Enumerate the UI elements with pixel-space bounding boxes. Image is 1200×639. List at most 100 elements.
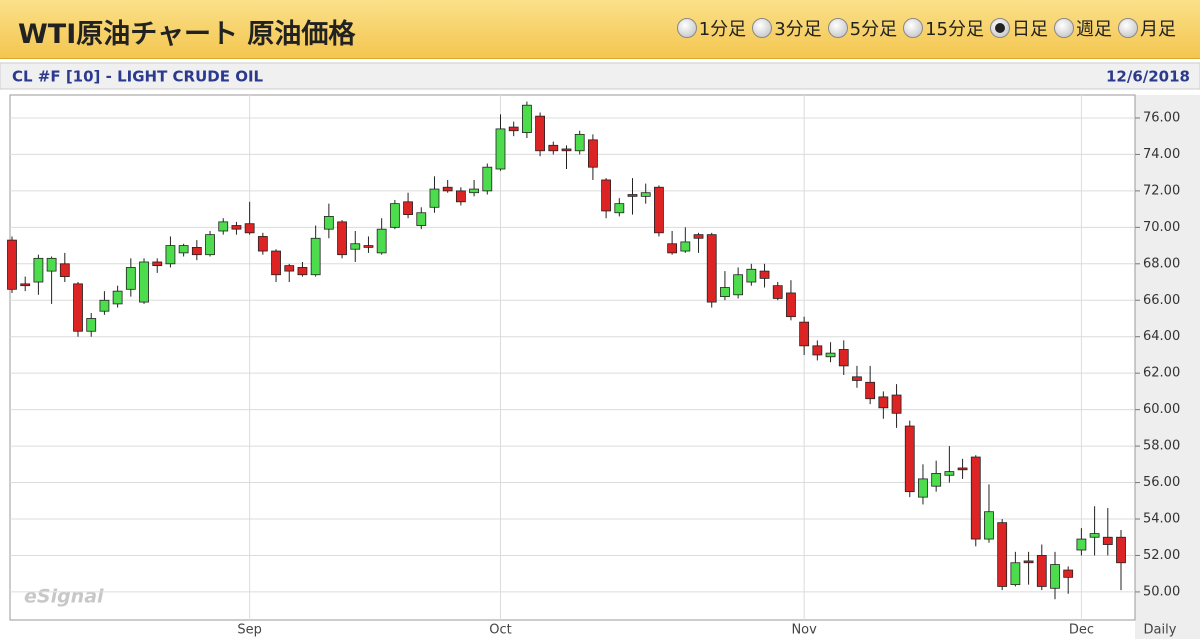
candle-body xyxy=(152,261,163,267)
y-tick-label: 72.00 xyxy=(1143,183,1180,198)
radio-button[interactable] xyxy=(1118,18,1138,38)
candle-body xyxy=(706,234,717,303)
page-title: WTI原油チャート 原油価格 xyxy=(18,19,356,50)
candle-body xyxy=(442,186,453,192)
candle-body xyxy=(1050,564,1060,589)
candle-body xyxy=(495,128,506,170)
interval-option[interactable]: 15分足 xyxy=(903,15,984,41)
candle-body xyxy=(838,349,849,367)
candle-body xyxy=(601,179,612,212)
x-tick-label: Oct xyxy=(489,623,511,638)
candle-body xyxy=(759,270,770,279)
candle-body xyxy=(46,257,57,272)
y-tick-label: 54.00 xyxy=(1143,512,1180,527)
header: WTI原油チャート 原油価格 1分足 3分足 5分足 15分足 日足 週足 月足 xyxy=(0,0,1200,59)
radio-button[interactable] xyxy=(903,18,924,38)
interval-option[interactable]: 3分足 xyxy=(752,15,822,41)
candle-body xyxy=(878,396,889,409)
candle-body xyxy=(455,190,466,203)
candle-body xyxy=(614,203,625,214)
candle-body xyxy=(429,188,440,208)
candle-body xyxy=(139,261,149,303)
radio-button[interactable] xyxy=(676,18,697,38)
chart-header xyxy=(0,62,1200,90)
candle-body xyxy=(389,203,400,228)
option-label: 15分足 xyxy=(925,19,984,40)
candle-body xyxy=(231,225,242,230)
y-tick-label: 52.00 xyxy=(1143,548,1180,563)
candle-body xyxy=(627,194,638,197)
candle-body xyxy=(7,239,17,290)
interval-option[interactable]: 週足 xyxy=(1054,15,1112,41)
radio-button[interactable] xyxy=(990,18,1010,38)
y-tick-label: 76.00 xyxy=(1143,110,1180,125)
candle-body xyxy=(970,456,981,540)
candle-body xyxy=(1023,560,1034,564)
y-tick-label: 74.00 xyxy=(1143,147,1180,162)
candle-body xyxy=(99,299,110,312)
x-axis-label: Daily xyxy=(1144,623,1177,638)
candle-body xyxy=(482,166,493,192)
candle-body xyxy=(86,318,97,332)
y-tick-label: 60.00 xyxy=(1143,402,1180,417)
y-tick-label: 56.00 xyxy=(1143,475,1180,490)
candle-body xyxy=(244,223,255,234)
candle-body xyxy=(944,471,955,476)
radio-button[interactable] xyxy=(1054,18,1074,38)
candle-body xyxy=(59,263,70,277)
interval-option[interactable]: 日足 xyxy=(990,15,1048,41)
candle-body xyxy=(165,245,176,265)
candle-body xyxy=(1076,538,1087,551)
option-label: 月足 xyxy=(1140,19,1176,40)
candle-body xyxy=(310,237,321,276)
x-tick-label: Dec xyxy=(1069,623,1094,638)
radio-button[interactable] xyxy=(827,18,848,38)
watermark: eSignal xyxy=(24,586,104,608)
candle-body xyxy=(931,473,942,487)
candle-body xyxy=(1102,536,1113,545)
candle-body xyxy=(654,186,664,234)
candle-body xyxy=(284,265,295,272)
candle-body xyxy=(350,243,361,250)
radio-button[interactable] xyxy=(752,18,773,38)
candle-body xyxy=(640,192,651,197)
y-axis-area xyxy=(1135,95,1200,639)
candle-body xyxy=(667,243,678,254)
candle-body xyxy=(918,478,928,498)
candle-body xyxy=(271,250,281,276)
y-tick-label: 50.00 xyxy=(1143,584,1180,599)
candle-body xyxy=(548,144,559,152)
candle-body xyxy=(535,115,545,152)
candle-body xyxy=(521,104,532,133)
plot-frame xyxy=(9,94,1136,621)
candle-body xyxy=(799,321,810,347)
candle-body xyxy=(416,212,427,226)
interval-option[interactable]: 5分足 xyxy=(827,15,898,41)
chart-background xyxy=(0,60,1200,639)
y-tick-label: 64.00 xyxy=(1143,329,1180,344)
candle-body xyxy=(1010,562,1021,586)
candle-body xyxy=(865,381,876,400)
candle-body xyxy=(891,394,902,414)
option-label: 5分足 xyxy=(849,19,898,40)
candle-body xyxy=(746,268,757,283)
candle-body xyxy=(812,345,823,356)
option-label: 3分足 xyxy=(774,19,822,40)
candle-body xyxy=(852,376,862,381)
interval-option[interactable]: 月足 xyxy=(1118,15,1176,41)
y-tick-label: 58.00 xyxy=(1143,439,1180,454)
chart-date: 12/6/2018 xyxy=(1106,68,1190,86)
candle-body xyxy=(337,221,347,256)
interval-options: 1分足 3分足 5分足 15分足 日足 週足 月足 xyxy=(676,15,1176,41)
candle-body xyxy=(680,241,691,252)
candle-body xyxy=(720,287,730,298)
candle-body xyxy=(125,267,136,290)
interval-option[interactable]: 1分足 xyxy=(676,15,746,41)
candle-body xyxy=(112,290,123,305)
candle-body xyxy=(1116,536,1126,564)
candle-body xyxy=(588,139,598,168)
candle-body xyxy=(825,352,836,358)
candle-body xyxy=(733,274,744,296)
